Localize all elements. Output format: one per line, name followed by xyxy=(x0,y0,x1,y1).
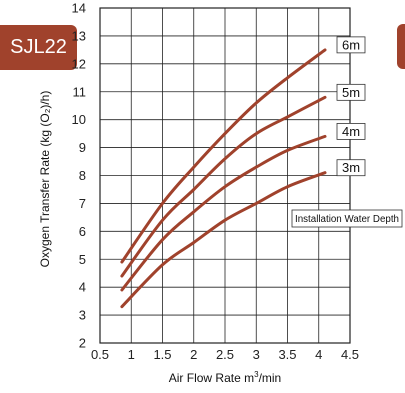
y-tick-label: 12 xyxy=(72,56,86,71)
series-label-box-5m xyxy=(336,83,366,101)
chart-series-labels: 6m 5m 4m 3m xyxy=(336,36,366,177)
adjacent-badge-edge xyxy=(397,24,405,69)
chart-curves xyxy=(120,48,327,309)
y-tick-label: 6 xyxy=(79,224,86,239)
x-axis-title-suffix: /min xyxy=(258,371,282,385)
model-badge: SJL22 xyxy=(0,25,77,70)
y-tick-label: 13 xyxy=(72,28,86,43)
y-tick-label: 9 xyxy=(79,140,86,155)
model-badge-label: SJL22 xyxy=(10,36,67,58)
annotation-box xyxy=(291,209,403,228)
y-tick-label: 2 xyxy=(79,336,86,351)
y-tick-label: 7 xyxy=(79,196,86,211)
y-tick-label: 14 xyxy=(72,1,86,16)
y-tick-label: 5 xyxy=(79,252,86,267)
annotation-text: Installation Water Depth xyxy=(295,214,399,225)
series-line-4m xyxy=(120,134,327,292)
x-axis-title: Air Flow Rate m3/min xyxy=(100,370,350,385)
series-label-4m: 4m xyxy=(342,124,360,139)
series-label-3m: 3m xyxy=(342,160,360,175)
series-label-box-4m xyxy=(336,123,366,140)
y-tick-label: 3 xyxy=(79,308,86,323)
y-axis-title-text: Oxygen Transfer Rate (kg (O₂)/h) xyxy=(38,90,52,268)
x-tick-label: 3.5 xyxy=(278,347,296,362)
x-tick-label: 2 xyxy=(190,347,197,362)
series-label-5m: 5m xyxy=(342,85,360,100)
x-tick-label: 3 xyxy=(253,347,260,362)
series-line-5m xyxy=(120,95,327,278)
series-line-6m xyxy=(120,48,327,264)
y-tick-label: 8 xyxy=(79,168,86,183)
y-tick-label: 4 xyxy=(79,280,86,295)
x-tick-label: 4 xyxy=(315,347,322,362)
series-label-box-6m xyxy=(336,36,366,54)
x-tick-label: 1.5 xyxy=(153,347,171,362)
x-tick-label: 4.5 xyxy=(341,347,359,362)
y-tick-label: 10 xyxy=(72,112,86,127)
series-label-box-3m xyxy=(336,159,366,177)
chart-annotations: Installation Water Depth xyxy=(291,209,403,228)
x-axis-title-text: Air Flow Rate m xyxy=(168,371,255,385)
y-tick-label: 11 xyxy=(73,84,87,99)
x-tick-label: 1 xyxy=(128,347,135,362)
chart-tick-labels: 0.5 1 1.5 2 2.5 3 3.5 4 4.5 2 3 4 5 6 7 8 9 10 11 12 13 14 xyxy=(72,1,360,363)
series-label-6m: 6m xyxy=(342,37,360,52)
series-line-3m xyxy=(120,171,327,309)
x-tick-label: 2.5 xyxy=(216,347,234,362)
x-axis-title-superscript: 3 xyxy=(254,370,259,379)
x-tick-label: 0.5 xyxy=(91,347,109,362)
